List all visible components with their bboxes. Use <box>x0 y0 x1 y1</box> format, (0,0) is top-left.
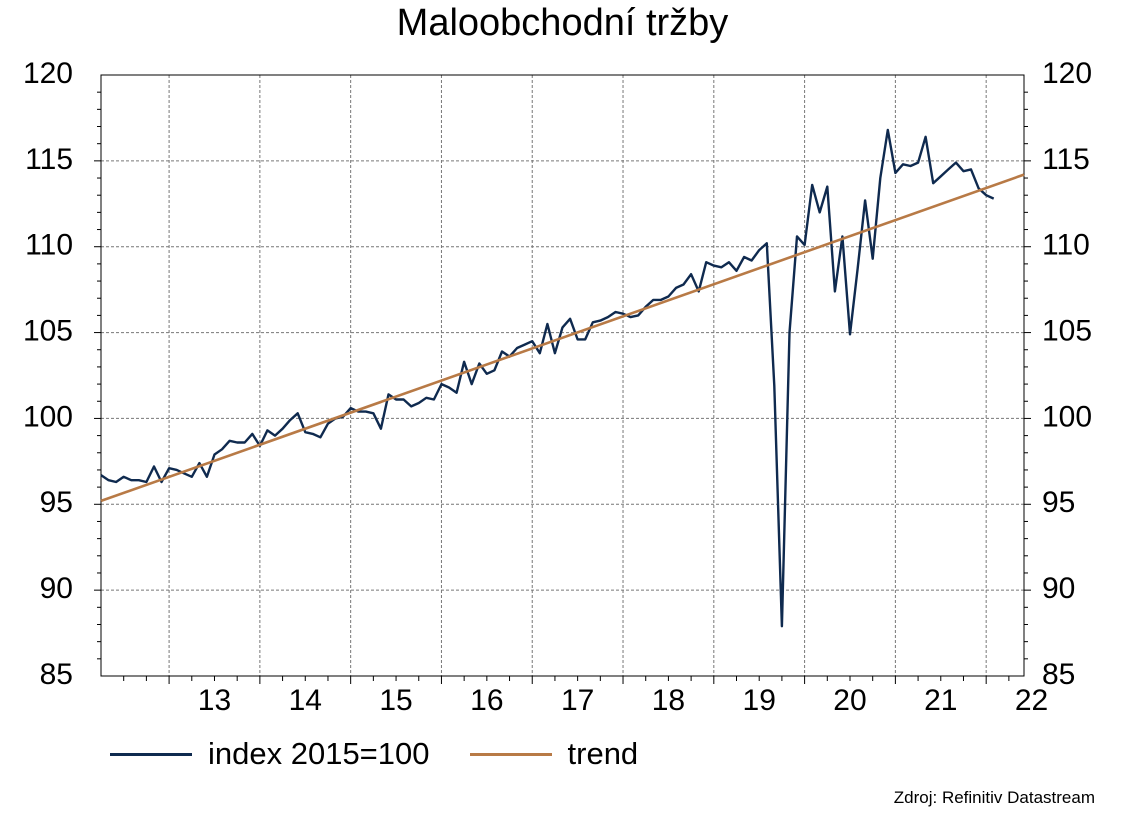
x-tick-label: 16 <box>470 684 503 717</box>
legend-item-trend: trend <box>469 736 639 772</box>
y-tick-label-right: 110 <box>1042 229 1090 262</box>
y-tick-label-right: 120 <box>1042 57 1092 90</box>
x-tick-label: 20 <box>833 684 866 717</box>
grid-lines <box>101 75 1024 676</box>
x-tick-label: 19 <box>743 684 776 717</box>
source-note: Zdroj: Refinitiv Datastream <box>893 788 1095 807</box>
plot-frame <box>100 74 1025 677</box>
legend-swatch-index <box>110 752 192 756</box>
series-line-trend <box>100 173 1025 503</box>
y-tick-label-left: 110 <box>25 229 73 262</box>
y-tick-label-right: 95 <box>1042 486 1075 519</box>
x-tick-label: 22 <box>1015 684 1048 717</box>
legend-swatch-trend <box>469 752 552 756</box>
axis-labels: 120 120 115 115 110 110 105 105 100 100 95 95 90 90 85… <box>23 57 1092 717</box>
x-tick-label: 14 <box>289 684 322 717</box>
y-tick-label-left: 85 <box>40 658 73 691</box>
y-tick-label-right: 100 <box>1042 400 1092 433</box>
series-lines <box>100 128 1025 628</box>
y-tick-label-left: 95 <box>40 486 73 519</box>
y-tick-label-right: 85 <box>1042 658 1075 691</box>
y-tick-label-left: 100 <box>23 400 73 433</box>
legend-label-trend: trend <box>567 736 639 771</box>
x-tick-label: 21 <box>924 684 957 717</box>
y-tick-label-left: 120 <box>23 57 73 90</box>
y-tick-label-right: 90 <box>1042 572 1075 605</box>
series-line-index <box>100 128 995 628</box>
y-tick-label-left: 105 <box>23 314 73 347</box>
y-tick-label-left: 90 <box>40 572 73 605</box>
y-tick-label-left: 115 <box>25 143 73 176</box>
chart-title: Maloobchodní tržby <box>396 2 729 44</box>
axis-ticks <box>94 91 1031 684</box>
legend-item-index: index 2015=100 <box>110 736 430 772</box>
legend: index 2015=100 trend <box>110 732 678 776</box>
x-tick-label: 17 <box>561 684 594 717</box>
x-tick-label: 15 <box>379 684 412 717</box>
y-tick-label-right: 115 <box>1042 143 1090 176</box>
y-tick-label-right: 105 <box>1042 314 1092 347</box>
legend-label-index: index 2015=100 <box>208 736 430 771</box>
x-tick-label: 13 <box>198 684 231 717</box>
x-tick-label: 18 <box>652 684 685 717</box>
